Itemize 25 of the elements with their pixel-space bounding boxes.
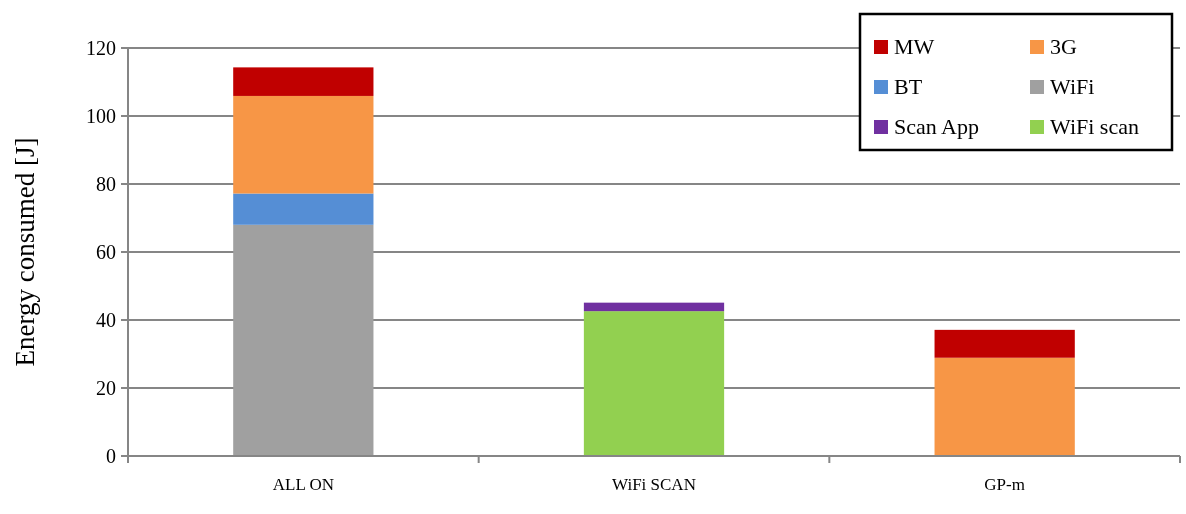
bar bbox=[583, 311, 725, 456]
bar bbox=[233, 224, 374, 456]
y-tick-label: 120 bbox=[86, 37, 116, 59]
y-tick-label: 60 bbox=[96, 241, 116, 263]
legend-label: Scan App bbox=[894, 113, 979, 139]
x-tick-label: ALL ON bbox=[272, 475, 334, 494]
bar bbox=[583, 302, 725, 312]
legend-label: WiFi scan bbox=[1050, 113, 1139, 139]
legend-label: 3G bbox=[1050, 33, 1077, 59]
bar bbox=[233, 95, 374, 194]
y-tick-label: 40 bbox=[96, 309, 116, 331]
bar bbox=[233, 193, 374, 225]
y-axis-title: Energy consumed [J] bbox=[10, 137, 40, 367]
bar bbox=[934, 357, 1075, 456]
legend-label: MW bbox=[894, 33, 935, 59]
y-tick-label: 80 bbox=[96, 173, 116, 195]
bar bbox=[934, 329, 1075, 358]
x-tick-label: GP-m bbox=[984, 475, 1025, 494]
y-tick-label: 100 bbox=[86, 105, 116, 127]
y-tick-label: 20 bbox=[96, 377, 116, 399]
x-tick-label: WiFi SCAN bbox=[612, 475, 696, 494]
legend-label: BT bbox=[894, 73, 923, 99]
legend-label: WiFi bbox=[1050, 73, 1095, 99]
y-tick-label: 0 bbox=[106, 445, 116, 467]
bar bbox=[233, 67, 374, 96]
